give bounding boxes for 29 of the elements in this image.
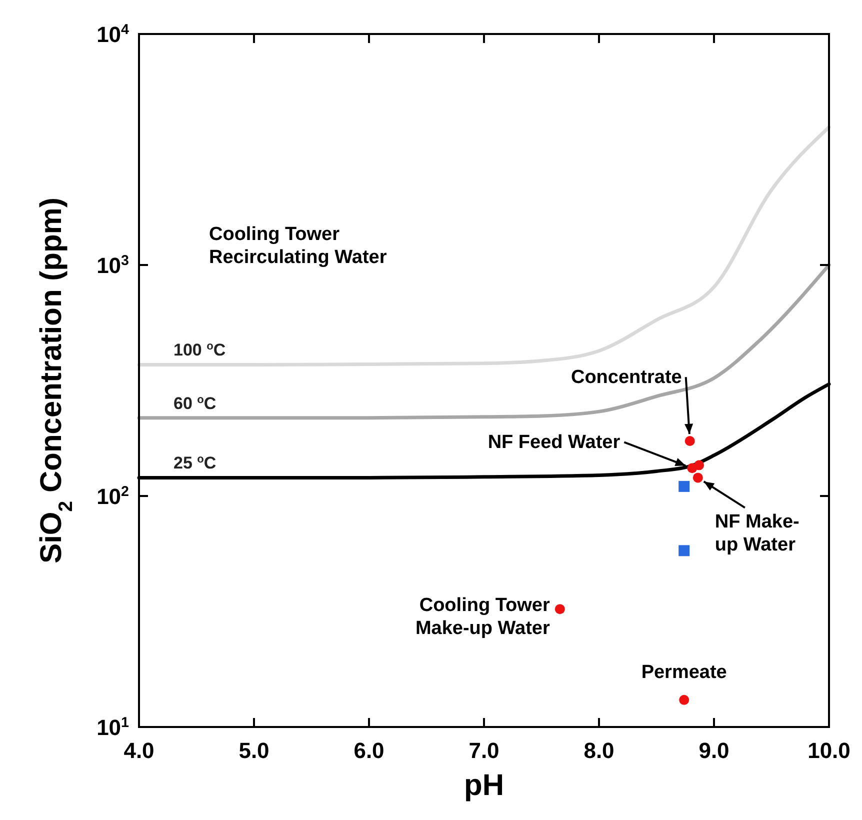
series-label: 25 $^{o}$C (174, 454, 216, 473)
series-label: 100 $^{o}$C (174, 340, 226, 360)
x-tick-label: 9.0 (698, 738, 730, 763)
series-label: 60 $^{o}$C (174, 394, 216, 413)
annotation: Cooling Tower Recirculating Water (209, 224, 388, 268)
annotation: Permeate (641, 662, 727, 683)
point (684, 436, 695, 446)
point (692, 472, 703, 483)
x-axis-title: pH (464, 769, 504, 802)
point (678, 480, 690, 492)
line-series (137, 125, 831, 366)
point (678, 545, 690, 556)
annotation: NF Feed Water (488, 432, 621, 454)
y-tick-label: 10$^{4}$ (96, 22, 130, 47)
x-tick-label: 6.0 (354, 738, 384, 763)
y-tick-label: 10$^{3}$ (96, 253, 130, 278)
y-tick-label: 10$^{1}$ (96, 715, 130, 740)
annotation: Cooling Tower Make-up Water (415, 595, 550, 639)
annotation: NF Make- up Water (714, 512, 800, 556)
annotation: Concentrate (570, 367, 682, 388)
x-tick-label: 4.0 (124, 738, 154, 763)
x-tick-label: 5.0 (238, 738, 270, 763)
y-tick-label: 10$^{2}$ (96, 484, 130, 509)
point (679, 694, 690, 705)
x-tick-label: 8.0 (584, 738, 614, 763)
x-tick-label: 10.0 (808, 738, 850, 763)
point (554, 604, 565, 614)
x-tick-label: 7.0 (468, 738, 500, 763)
point (694, 460, 704, 470)
